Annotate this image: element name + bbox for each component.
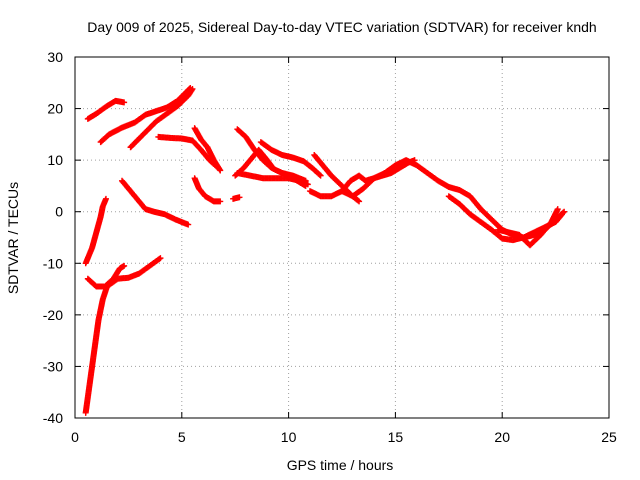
y-tick-label: 0 [55,204,63,220]
x-tick-label: 0 [71,429,79,445]
x-tick-label: 15 [388,429,404,445]
data-point [189,85,196,92]
series-arc-2 [97,84,194,146]
data-point [121,99,128,106]
series-arc-5 [191,125,224,174]
data-point [355,197,362,204]
data-point [356,198,363,205]
plot-frame [74,56,610,419]
y-tick-label: 30 [47,49,63,65]
data-point [304,181,311,188]
data-point [554,206,561,213]
series-arc-10 [234,170,311,188]
x-tick-label: 10 [281,429,297,445]
series-arc-1 [84,97,128,122]
data-point [102,195,109,202]
data-point [316,171,323,178]
series-arc-15 [445,193,568,244]
x-axis-label: GPS time / hours [287,457,394,473]
series-arc-17 [82,255,164,416]
data-point [217,198,224,205]
series-arc-11 [257,139,324,179]
data-point [217,167,224,174]
data-point [560,209,567,216]
y-axis-label: SDTVAR / TECUs [5,182,21,294]
data-point [317,172,324,179]
series-arc-19 [84,262,128,290]
y-tick-label: -30 [43,358,63,374]
series-arc-20 [118,177,192,228]
data-point [156,255,163,262]
series-arc-3 [127,85,196,151]
x-tick-label: 25 [601,429,617,445]
axis-ticks: 0 5 10 15 20 25 -40 -30 -20 -10 0 10 20 30 [43,49,617,445]
series-arc-6 [191,175,224,205]
y-tick-label: 10 [47,152,63,168]
data-point [236,194,243,201]
data-point [185,221,192,228]
data-layer [82,84,568,416]
y-tick-label: -10 [43,255,63,271]
y-tick-label: 20 [47,101,63,117]
chart-title: Day 009 of 2025, Sidereal Day-to-day VTE… [87,19,596,35]
series-arc-18 [82,195,109,267]
y-tick-label: -40 [43,410,63,426]
x-tick-label: 20 [494,429,510,445]
series-arc-16 [494,206,561,249]
x-tick-label: 5 [178,429,186,445]
series-arc-7 [230,194,243,202]
y-tick-label: -20 [43,307,63,323]
data-point [157,255,164,262]
data-point [121,262,128,269]
data-point [561,208,568,215]
